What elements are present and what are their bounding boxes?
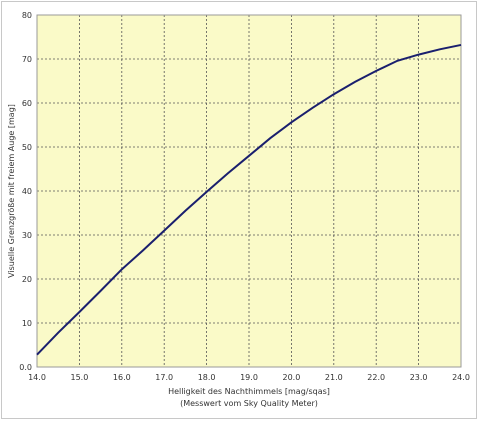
x-tick-label: 14.0	[28, 373, 46, 382]
y-tick-label: 50	[22, 143, 32, 152]
x-axis-ticks: 14.0 15.0 16.0 17.0 18.0 19.0 20.0 21.0 22.0 23.0…	[28, 373, 470, 382]
y-tick-label: 10	[22, 319, 32, 328]
x-tick-label: 20.0	[282, 373, 300, 382]
plot-border	[36, 14, 462, 368]
y-tick-label: 70	[22, 55, 32, 64]
x-tick-label: 16.0	[113, 373, 131, 382]
y-axis-label: Visuelle Grenzgröße mit freiem Auge [mag…	[7, 104, 16, 278]
x-tick-label: 15.0	[70, 373, 88, 382]
x-tick-label: 23.0	[410, 373, 428, 382]
x-tick-label: 22.0	[367, 373, 385, 382]
x-axis-sublabel: (Messwert vom Sky Quality Meter)	[180, 399, 318, 408]
x-tick-label: 19.0	[240, 373, 258, 382]
y-tick-label: 20	[22, 275, 32, 284]
series-line	[36, 43, 462, 356]
line-chart: 14.0 15.0 16.0 17.0 18.0 19.0 20.0 21.0 22.0 23.0…	[7, 11, 470, 408]
x-tick-label: 24.0	[452, 373, 470, 382]
y-tick-label: 40	[22, 187, 32, 196]
x-tick-label: 18.0	[198, 373, 216, 382]
x-tick-label: 21.0	[325, 373, 343, 382]
x-axis-label: Helligkeit des Nachthimmels [mag/sqas]	[168, 387, 330, 396]
x-tick-label: 17.0	[155, 373, 173, 382]
y-tick-label: 60	[22, 99, 32, 108]
y-axis-ticks: 0.0 10 20 30 40 50 60 70 80	[19, 11, 32, 372]
y-tick-label: 0.0	[19, 363, 32, 372]
y-tick-label: 30	[22, 231, 32, 240]
y-tick-label: 80	[22, 11, 32, 20]
